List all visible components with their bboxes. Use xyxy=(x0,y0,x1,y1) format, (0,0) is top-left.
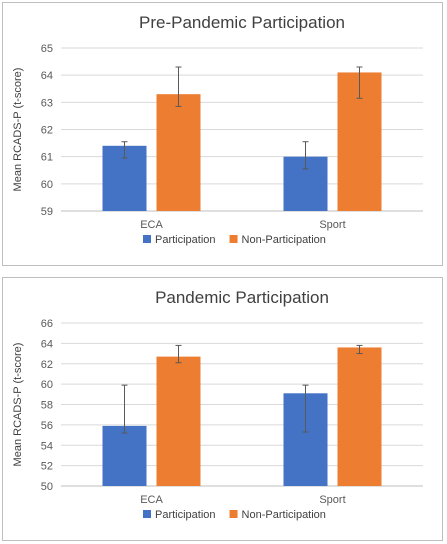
y-axis-label: Mean RCADS-P (t-score) xyxy=(12,343,24,467)
legend-swatch xyxy=(143,235,151,243)
y-tick-label: 61 xyxy=(41,152,53,164)
y-tick-label: 62 xyxy=(41,359,53,371)
y-tick-label: 60 xyxy=(41,179,53,191)
legend-entry: Participation xyxy=(155,234,216,246)
y-tick-label: 52 xyxy=(41,461,53,473)
y-tick-label: 65 xyxy=(41,43,53,55)
pandemic-chart: Pandemic Participation 50 52 54 56 58 60 62 64 66… xyxy=(12,288,423,521)
y-tick-label: 50 xyxy=(41,481,53,493)
y-tick-label: 60 xyxy=(41,379,53,391)
bar-non-participation-eca xyxy=(156,356,201,486)
bar-non-participation-eca xyxy=(156,94,201,211)
x-tick-label: Sport xyxy=(319,219,345,231)
legend-swatch xyxy=(229,510,238,518)
y-tick-label: 63 xyxy=(41,97,53,109)
x-tick-label: Sport xyxy=(319,494,345,506)
y-tick-label: 64 xyxy=(41,338,53,350)
y-axis-label: Mean RCADS-P (t-score) xyxy=(12,68,24,192)
legend-entry: Non-Participation xyxy=(242,509,326,521)
legend-swatch xyxy=(143,510,151,518)
y-tick-label: 66 xyxy=(41,318,53,330)
legend-entry: Non-Participation xyxy=(242,234,326,246)
y-tick-label: 56 xyxy=(41,420,53,432)
legend-swatch xyxy=(229,235,238,243)
y-tick-label: 62 xyxy=(41,125,53,137)
x-tick-label: ECA xyxy=(140,494,163,506)
pre-pandemic-chart: Pre-Pandemic Participation 59 60 61 62 63 64 65… xyxy=(12,13,423,246)
y-tick-label: 58 xyxy=(41,400,53,412)
y-tick-label: 54 xyxy=(41,440,53,452)
chart-panel-pandemic: Pandemic Participation 50 52 54 56 58 60 62 64 66… xyxy=(2,277,443,541)
legend-entry: Participation xyxy=(155,509,216,521)
x-tick-label: ECA xyxy=(140,219,163,231)
chart-title: Pre-Pandemic Participation xyxy=(139,13,345,32)
chart-title: Pandemic Participation xyxy=(155,288,329,307)
bar-participation-eca xyxy=(102,425,147,486)
y-tick-label: 64 xyxy=(41,70,53,82)
y-tick-label: 59 xyxy=(41,206,53,218)
chart-panel-pre-pandemic: Pre-Pandemic Participation 59 60 61 62 63 64 65… xyxy=(2,2,443,266)
bar-non-participation-sport xyxy=(337,347,382,486)
